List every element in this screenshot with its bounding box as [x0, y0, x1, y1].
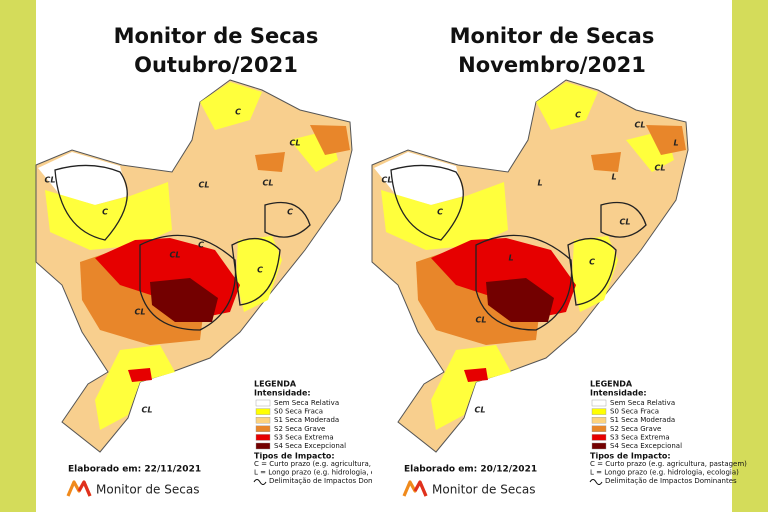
subtitle: Outubro/2021	[134, 53, 298, 77]
legend-swatch	[591, 417, 607, 424]
map-label: C	[437, 208, 443, 217]
map-label: CL	[290, 139, 301, 148]
map-label: C	[287, 208, 293, 217]
impact-label: Delimitação de Impactos Dominantes	[269, 477, 401, 485]
legend-label: S1 Seca Moderada	[610, 416, 675, 424]
map-label: L	[673, 139, 678, 148]
panel-text: Monitor de Secas Outubro/2021 C CL CL C CL CL C C…	[45, 24, 411, 497]
map-label: CL	[199, 181, 210, 190]
logo-text: Monitor de Secas	[432, 483, 535, 497]
title: Monitor de Secas	[114, 24, 319, 48]
map-label: CL	[142, 406, 153, 415]
impact-label: L = Longo prazo (e.g. hidrologia, ecolog…	[254, 469, 403, 477]
legend-swatch	[591, 399, 607, 407]
logo-icon-accent	[77, 480, 92, 497]
map-label: CL	[655, 164, 666, 173]
map-label: CL	[170, 251, 181, 260]
legend-swatch	[255, 442, 271, 450]
map-label: C	[198, 241, 204, 250]
legend-label: S0 Seca Fraca	[274, 408, 323, 416]
legend-swatch	[255, 408, 271, 415]
elaborated-date: Elaborado em: 20/12/2021	[404, 465, 537, 475]
legend-swatch	[591, 434, 607, 441]
map-label: CL	[476, 316, 487, 325]
map-label: CL	[475, 406, 486, 415]
map-label: C	[257, 266, 263, 275]
legend-label: S3 Seca Extrema	[274, 433, 334, 441]
map-label: C	[102, 208, 108, 217]
boundary-symbol	[589, 479, 603, 485]
legend-swatch	[255, 417, 271, 424]
legend-swatch	[255, 425, 271, 432]
boundary-symbol	[253, 479, 267, 485]
legend-label: S2 Seca Grave	[610, 425, 661, 433]
logo-icon-accent	[413, 480, 428, 497]
legend-swatch	[255, 399, 271, 407]
map-label: C	[575, 111, 581, 120]
legend-subtitle: Intensidade:	[590, 389, 647, 398]
legend-swatch	[255, 434, 271, 441]
map-label: C	[235, 108, 241, 117]
impact-title: Tipos de Impacto:	[254, 452, 335, 461]
legend-title: LEGENDA	[254, 380, 297, 389]
legend-label: S3 Seca Extrema	[610, 433, 670, 441]
map-label: C	[589, 258, 595, 267]
legend-subtitle: Intensidade:	[254, 389, 311, 398]
impact-label: L = Longo prazo (e.g. hidrologia, ecolog…	[590, 469, 739, 477]
map-label: CL	[635, 121, 646, 130]
impact-label: C = Curto prazo (e.g. agricultura, pasta…	[254, 460, 411, 468]
map-label: CL	[382, 176, 393, 185]
map-label: CL	[620, 218, 631, 227]
impact-label: C = Curto prazo (e.g. agricultura, pasta…	[590, 460, 747, 468]
map-label: L	[611, 173, 616, 182]
legend-label: S4 Seca Excepcional	[610, 442, 682, 450]
legend-label: S0 Seca Fraca	[610, 408, 659, 416]
elaborated-date: Elaborado em: 22/11/2021	[68, 465, 201, 475]
map-label: L	[537, 179, 542, 188]
panel-text: Monitor de SecasNovembro/2021CCLLCLCLCLL…	[382, 24, 747, 497]
legend-label: S1 Seca Moderada	[274, 416, 339, 424]
map-label: L	[508, 254, 513, 263]
impact-label: Delimitação de Impactos Dominantes	[605, 477, 737, 485]
legend-swatch	[591, 425, 607, 432]
impact-title: Tipos de Impacto:	[590, 452, 671, 461]
title: Monitor de Secas	[450, 24, 655, 48]
subtitle: Novembro/2021	[458, 53, 646, 77]
legend-label: Sem Seca Relativa	[610, 399, 675, 407]
legend-title: LEGENDA	[590, 380, 633, 389]
legend-label: S4 Seca Excepcional	[274, 442, 346, 450]
logo-text: Monitor de Secas	[96, 483, 199, 497]
legend-label: S2 Seca Grave	[274, 425, 325, 433]
map-label: CL	[45, 176, 56, 185]
legend-swatch	[591, 442, 607, 450]
map-label: CL	[135, 308, 146, 317]
map-label: CL	[263, 179, 274, 188]
legend-swatch	[591, 408, 607, 415]
legend-label: Sem Seca Relativa	[274, 399, 339, 407]
